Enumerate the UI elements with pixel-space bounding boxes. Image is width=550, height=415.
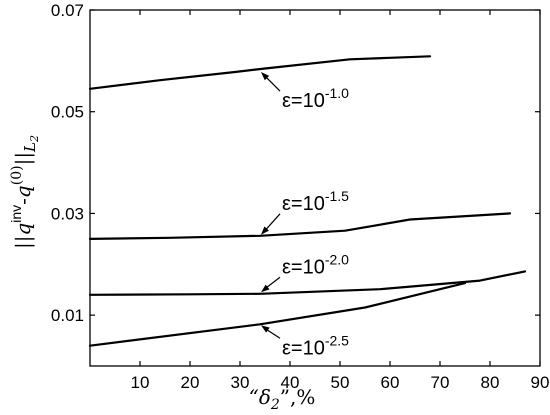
x-axis-label: “δ2”,%: [249, 385, 316, 413]
annotation-exponent: -1.5: [325, 188, 349, 204]
x-tick-label: 20: [181, 373, 200, 392]
annotation-layer: ε=10-1.0ε=10-1.5ε=10-2.0ε=10-2.5: [261, 72, 349, 359]
annotation-base: ε=10: [282, 193, 325, 215]
series-annotation-eps-2.5: ε=10-2.5: [282, 332, 349, 359]
annotation-base: ε=10: [282, 90, 325, 112]
series-annotation-eps-1.5: ε=10-1.5: [282, 188, 349, 215]
x-tick-label: 90: [531, 373, 550, 392]
series-line-eps-2.0: [88, 270, 527, 296]
series-annotation-eps-2.0: ε=10-2.0: [282, 251, 349, 278]
series-layer: [88, 55, 527, 347]
x-tick-label: 60: [381, 373, 400, 392]
series-line-eps-1.5: [88, 212, 512, 240]
y-tick-label: 0.01: [51, 306, 84, 325]
series-line-eps-2.5: [88, 282, 467, 347]
x-tick-label: 10: [131, 373, 150, 392]
annotation-arrowhead: [261, 226, 269, 235]
annotation-exponent: -1.0: [325, 85, 349, 101]
annotation-base: ε=10: [282, 256, 325, 278]
x-tick-label: 70: [431, 373, 450, 392]
annotation-exponent: -2.5: [325, 332, 349, 348]
tick-marks: [90, 9, 541, 366]
series-annotation-eps-1.0: ε=10-1.0: [282, 85, 349, 112]
y-tick-label: 0.07: [51, 1, 84, 20]
annotation-arrowhead: [261, 72, 270, 81]
x-tick-label: 40: [281, 373, 300, 392]
x-tick-label: 30: [231, 373, 250, 392]
y-tick-label: 0.03: [51, 204, 84, 223]
annotation-exponent: -2.0: [325, 251, 349, 267]
tick-label-layer: 10 20 30 40 50 60 70 80 90 0.01 0.03 0.05 0.07: [51, 1, 550, 392]
x-tick-label: 80: [481, 373, 500, 392]
annotation-base: ε=10: [282, 337, 325, 359]
y-tick-label: 0.05: [51, 103, 84, 122]
y-axis-label: ||qinv-q(0)||L2: [8, 135, 41, 249]
annotation-arrowhead: [261, 325, 270, 333]
x-tick-label: 50: [331, 373, 350, 392]
plot-area-frame: [89, 9, 541, 367]
series-line-eps-1.0: [88, 55, 432, 90]
annotation-arrowhead: [261, 284, 270, 293]
